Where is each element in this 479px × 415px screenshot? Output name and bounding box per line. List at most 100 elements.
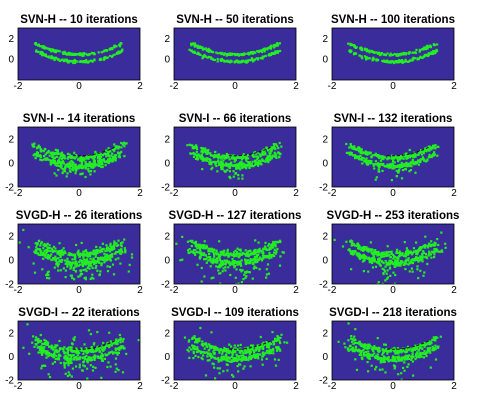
particle — [405, 250, 408, 254]
particle — [398, 54, 401, 57]
particle — [380, 52, 383, 56]
particle — [322, 305, 324, 307]
particle — [387, 165, 390, 168]
particle — [382, 355, 386, 358]
particle — [219, 272, 222, 275]
particle — [46, 343, 49, 347]
particle — [112, 341, 115, 344]
panel-title: SVN-I -- 66 iterations — [179, 113, 291, 125]
particle — [196, 156, 199, 159]
particle — [81, 349, 84, 352]
particle — [108, 248, 111, 251]
particle — [39, 333, 42, 337]
particle — [55, 164, 58, 167]
particle — [242, 162, 245, 165]
particle — [68, 360, 71, 363]
particle — [209, 256, 212, 259]
particle — [113, 147, 117, 150]
particle — [422, 55, 425, 58]
particle — [400, 177, 404, 180]
particle — [210, 50, 213, 53]
particle — [219, 58, 222, 62]
particle — [276, 144, 279, 147]
particle — [108, 331, 111, 334]
particle — [112, 273, 116, 276]
particle — [186, 348, 189, 351]
particle — [90, 346, 93, 349]
particle — [55, 354, 58, 357]
particle — [52, 158, 55, 161]
particle — [53, 159, 56, 162]
particle — [70, 163, 73, 166]
particle — [99, 270, 102, 273]
particle — [49, 163, 52, 166]
particle — [276, 43, 279, 46]
particle — [46, 157, 49, 160]
particle — [206, 150, 210, 153]
particle — [204, 149, 207, 152]
particle — [378, 155, 381, 158]
particle — [251, 52, 255, 55]
particle — [195, 243, 198, 246]
particle — [207, 50, 210, 53]
particle — [49, 151, 52, 154]
particle — [395, 54, 398, 57]
particle — [109, 54, 112, 58]
particle — [211, 166, 214, 169]
particle — [64, 262, 67, 265]
particle — [233, 261, 236, 265]
particle — [261, 49, 264, 52]
particle — [69, 354, 72, 357]
particle — [50, 160, 53, 163]
particle — [426, 159, 429, 162]
particle — [82, 352, 85, 356]
particle — [371, 258, 374, 261]
particle — [372, 56, 375, 59]
particle — [252, 349, 255, 352]
particle — [208, 55, 211, 58]
particle — [236, 165, 239, 168]
particle — [79, 272, 82, 275]
particle — [433, 256, 436, 259]
particle — [75, 348, 78, 351]
particle — [222, 154, 225, 157]
particle — [246, 346, 249, 349]
particle — [112, 245, 115, 248]
particle — [242, 153, 245, 156]
particle — [37, 253, 40, 256]
particle — [210, 154, 213, 157]
particle — [201, 156, 204, 159]
particle — [192, 42, 195, 45]
particle — [110, 255, 113, 258]
particle — [245, 275, 248, 278]
particle — [206, 157, 209, 160]
particle — [80, 241, 83, 244]
particle — [218, 351, 221, 354]
particle — [392, 61, 395, 65]
particle — [55, 257, 58, 260]
particle — [393, 167, 396, 170]
particle — [361, 260, 365, 263]
particle — [437, 250, 440, 253]
particle — [38, 239, 41, 242]
x-tick-label: 0 — [232, 81, 238, 92]
particle — [414, 162, 418, 165]
particle — [117, 351, 120, 355]
particle — [265, 268, 268, 271]
particle — [369, 345, 372, 348]
particle — [268, 242, 271, 246]
particle — [222, 262, 225, 265]
particle — [77, 264, 80, 267]
particle — [408, 170, 411, 173]
particle — [229, 177, 232, 180]
particle — [382, 271, 385, 275]
particle — [250, 344, 253, 347]
particle — [218, 263, 221, 266]
particle — [235, 283, 238, 284]
particle — [257, 254, 260, 257]
particle — [412, 161, 415, 164]
particle — [238, 155, 241, 159]
particle — [115, 341, 118, 344]
particle — [137, 339, 140, 342]
particle — [222, 53, 225, 56]
